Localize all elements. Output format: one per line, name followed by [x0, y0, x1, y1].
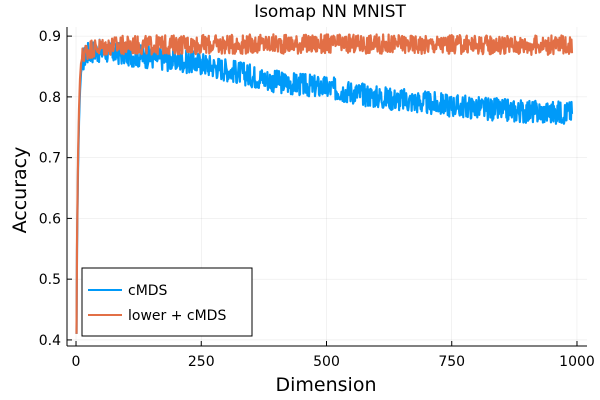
- x-tick-label: 1000: [559, 354, 595, 370]
- legend-box: [81, 267, 253, 337]
- chart-title: Isomap NN MNIST: [254, 2, 406, 22]
- x-axis-label: Dimension: [276, 374, 377, 396]
- y-tick-label: 0.5: [39, 272, 61, 288]
- y-tick-label: 0.4: [39, 333, 61, 349]
- x-tick-label: 0: [72, 354, 81, 370]
- axes: [66, 27, 587, 347]
- x-tick-label: 250: [188, 354, 215, 370]
- series-layer: [75, 33, 574, 334]
- y-tick-label: 0.9: [39, 29, 61, 45]
- y-tick-label: 0.8: [39, 90, 61, 106]
- series-line-lower-cmds: [75, 33, 574, 334]
- ticks: 0 250 500 750 1000 0.4 0.5 0.6 0.7 0.8 0.9: [39, 29, 595, 370]
- y-axis-label: Accuracy: [9, 147, 31, 234]
- x-tick-label: 500: [313, 354, 340, 370]
- legend: cMDS lower + cMDS: [81, 267, 253, 337]
- x-tick-label: 750: [438, 354, 465, 370]
- y-tick-label: 0.6: [39, 211, 61, 227]
- y-tick-label: 0.7: [39, 151, 61, 167]
- legend-label-lower-cmds: lower + cMDS: [128, 308, 226, 324]
- legend-label-cmds: cMDS: [128, 283, 168, 299]
- series-line-cmds: [75, 38, 574, 334]
